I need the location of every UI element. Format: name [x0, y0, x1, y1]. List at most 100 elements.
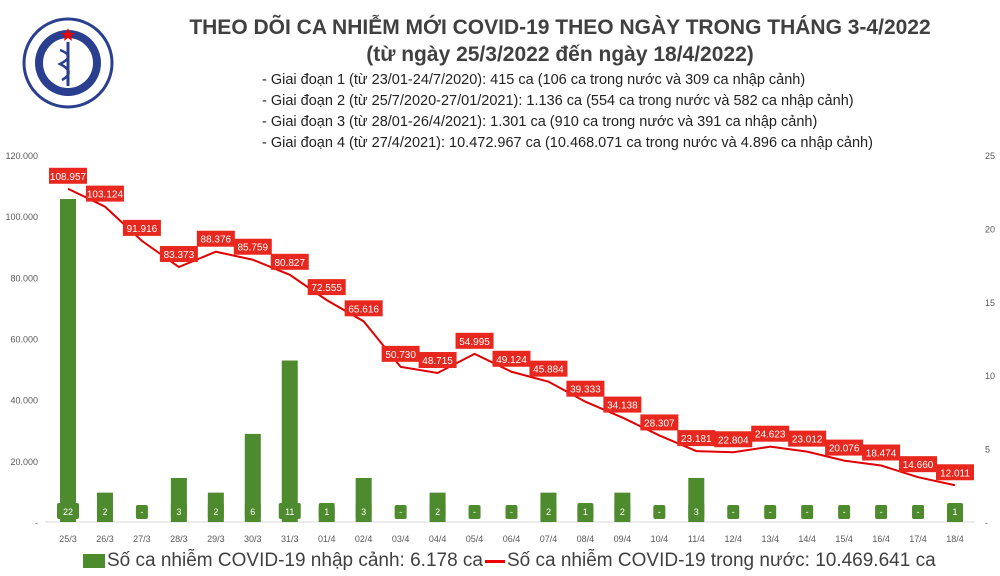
line-label-box — [49, 167, 87, 184]
bar-label-box — [764, 505, 777, 519]
bar-label: 1 — [324, 507, 329, 517]
line-label-box — [85, 185, 124, 202]
bar — [244, 433, 261, 522]
x-tick: 13/4 — [761, 534, 779, 544]
line-label: 54.995 — [459, 337, 490, 348]
x-tick: 25/3 — [59, 534, 77, 544]
bar-label: 3 — [176, 507, 181, 517]
bar-label: 1 — [952, 507, 957, 517]
x-tick: 11/4 — [688, 534, 705, 544]
bar-label: 1 — [583, 507, 588, 517]
bar-label: - — [806, 507, 809, 517]
line-label-box — [788, 430, 827, 447]
line-label: 22.804 — [718, 435, 749, 446]
x-tick: 03/4 — [392, 534, 410, 544]
bar-label-box — [505, 505, 518, 519]
bar-label: - — [769, 507, 772, 517]
bar-label-box — [135, 505, 148, 519]
bar-label: - — [732, 507, 735, 517]
y-left-tick: 80.000 — [10, 273, 38, 283]
y-left-tick: 40.000 — [10, 396, 38, 406]
bar-label: 22 — [63, 507, 73, 517]
x-tick: 07/4 — [540, 534, 558, 544]
line-label-box — [418, 352, 457, 369]
x-tick: 18/4 — [946, 534, 964, 544]
y-left-tick: 60.000 — [10, 335, 38, 345]
line-label-box — [640, 414, 679, 431]
line-label: 39.333 — [570, 385, 601, 396]
legend-swatch — [485, 559, 505, 563]
x-tick: 15/4 — [835, 534, 853, 544]
bar-label: - — [843, 507, 846, 517]
bar-label: - — [140, 507, 143, 517]
line-label: 45.884 — [533, 365, 564, 376]
bar-label: 2 — [546, 507, 551, 517]
bar-label-box — [96, 503, 113, 519]
bar-label-box — [577, 503, 594, 519]
bar-label-box — [170, 503, 187, 519]
legend-label: Số ca nhiễm COVID-19 trong nước: 10.469.… — [507, 550, 936, 571]
line-label: 91.916 — [127, 224, 158, 235]
x-tick: 12/4 — [724, 534, 742, 544]
line-label: 12.011 — [940, 468, 970, 479]
bar-label: - — [917, 507, 920, 517]
bar-label-box — [614, 503, 631, 519]
bar-label-box — [838, 505, 851, 519]
bar-label-box — [244, 503, 261, 519]
note: - Giai đoạn 1 (từ 23/01-24/7/2020): 415 … — [262, 72, 806, 88]
bar-label-box — [468, 505, 481, 519]
legend-bar: Số ca nhiễm COVID-19 nhập cảnh: 6.178 ca — [83, 550, 483, 572]
bar-label-box — [912, 505, 925, 519]
x-tick: 16/4 — [872, 534, 890, 544]
y-right-tick: 20 — [985, 224, 995, 234]
bar-label: 2 — [213, 507, 218, 517]
line-label: 72.555 — [311, 283, 342, 294]
x-tick: 14/4 — [798, 534, 816, 544]
y-left-tick: 20.000 — [10, 457, 38, 467]
y-right-tick: - — [985, 518, 988, 528]
y-left-tick: 120.000 — [5, 151, 38, 161]
x-tick: 30/3 — [244, 534, 262, 544]
bar-label: 2 — [620, 507, 625, 517]
bar — [60, 199, 76, 523]
bar-label: - — [880, 507, 883, 517]
x-tick: 06/4 — [503, 534, 521, 544]
line-label-box — [455, 332, 494, 349]
legend-label: Số ca nhiễm COVID-19 nhập cảnh: 6.178 ca — [107, 550, 484, 571]
bar-label-box — [688, 503, 705, 519]
bar-label-box — [394, 505, 407, 519]
line-label-box — [196, 230, 235, 247]
x-tick: 31/3 — [281, 534, 299, 544]
y-right-tick: 10 — [985, 371, 995, 381]
bar-label: 3 — [694, 507, 699, 517]
bar-label-box — [207, 503, 224, 519]
line-label-box — [899, 456, 938, 473]
bar-label-box — [947, 503, 963, 519]
bar-label-box — [653, 505, 666, 519]
line-label: 103.124 — [87, 190, 124, 201]
bar-label-box — [801, 505, 814, 519]
bar-label: 6 — [250, 507, 255, 517]
line-label: 50.730 — [385, 350, 416, 361]
line-label: 28.307 — [644, 418, 675, 429]
y-right-tick: 25 — [985, 151, 995, 161]
bar-label-box — [429, 503, 446, 519]
line-label-box — [751, 425, 790, 442]
line-label-box — [159, 246, 198, 263]
x-tick: 27/3 — [133, 534, 151, 544]
line-label: 88.376 — [201, 235, 232, 246]
line-label-box — [677, 430, 716, 447]
line-series — [67, 187, 956, 487]
line-label-box — [122, 219, 161, 236]
bar — [281, 360, 298, 522]
line-label: 85.759 — [237, 243, 268, 254]
line-label-box — [233, 238, 272, 255]
bar-label: - — [658, 507, 661, 517]
legend-swatch — [83, 554, 105, 568]
x-tick: 17/4 — [909, 534, 927, 544]
line-label: 108.957 — [50, 172, 87, 183]
x-tick: 29/3 — [207, 534, 225, 544]
x-tick: 02/4 — [355, 534, 373, 544]
